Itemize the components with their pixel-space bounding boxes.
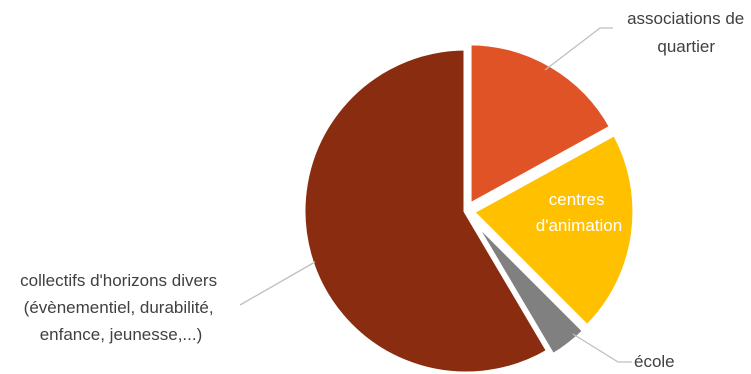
slice-associations: [466, 40, 616, 211]
leader-line-ecole: [572, 333, 632, 363]
label-collectifs-line-2: (évènementiel, durabilité,: [24, 298, 214, 317]
label-centres-line-1: centres: [549, 190, 605, 209]
leader-line-associations: [544, 27, 613, 71]
label-associations: associations de quartier: [627, 9, 749, 56]
slice-centres: [467, 129, 638, 331]
leader-line-collectifs: [239, 261, 316, 306]
label-ecole: école: [634, 352, 675, 371]
label-centres-line-2: d'animation: [536, 216, 622, 235]
pie-slices: [300, 40, 638, 374]
label-collectifs-line-3: enfance, jeunesse,...): [40, 325, 203, 344]
label-ecole-line-1: école: [634, 352, 675, 371]
label-collectifs-line-1: collectifs d'horizons divers: [20, 271, 217, 290]
label-associations-line-2: quartier: [657, 37, 715, 56]
label-associations-line-1: associations de: [627, 9, 744, 28]
label-centres: centres d'animation: [536, 190, 622, 235]
label-collectifs: collectifs d'horizons divers (évènementi…: [20, 271, 222, 344]
slice-ecole: [467, 213, 589, 360]
